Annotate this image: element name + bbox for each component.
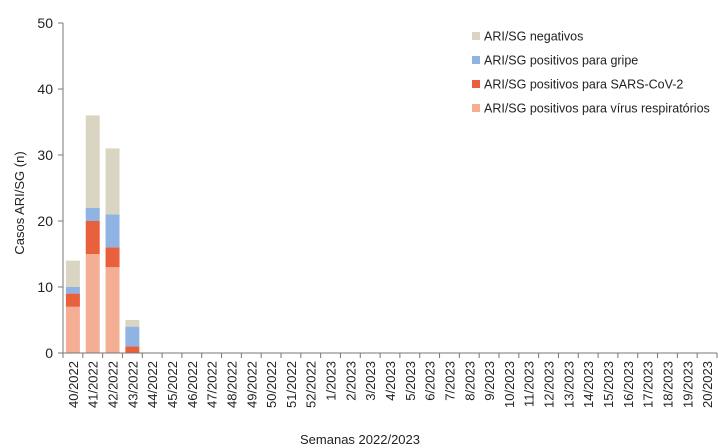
- x-tick-label: 7/2023: [442, 361, 457, 401]
- bar-segment-ari-sg-negativos-40-2022: [65, 260, 80, 287]
- x-tick-label: 16/2023: [621, 361, 636, 408]
- x-tick-label: 5/2023: [403, 361, 418, 401]
- bar-segment-ari-sg-positivos-para-sars-cov-2-41-2022: [85, 221, 100, 254]
- bar-segment-ari-sg-positivos-para-gripe-42-2022: [105, 214, 120, 248]
- x-tick-label: 6/2023: [423, 361, 438, 401]
- x-tick-label: 9/2023: [482, 361, 497, 401]
- x-axis: 40/2022 41/2022 42/2022 43/2022 44/2022 45/20…: [62, 352, 718, 408]
- bar-segment-ari-sg-positivos-para-gripe-40-2022: [65, 287, 80, 294]
- legend-label: ARI/SG positivos para SARS-CoV-2: [484, 78, 683, 92]
- x-tick-label: 18/2023: [660, 361, 675, 408]
- y-tick-label: 10: [37, 279, 53, 295]
- x-tick-label: 45/2022: [165, 361, 180, 408]
- x-tick-label: 52/2022: [304, 361, 319, 408]
- bar-segment-ari-sg-positivos-para-sars-cov-2-43-2022: [125, 346, 140, 353]
- x-tick-label: 51/2022: [284, 361, 299, 408]
- legend-swatch: [472, 80, 480, 88]
- y-tick-label: 20: [37, 213, 53, 229]
- x-tick-label: 8/2023: [462, 361, 477, 401]
- legend: ARI/SG negativos ARI/SG positivos para gr…: [472, 30, 710, 116]
- x-tick-label: 41/2022: [86, 361, 101, 408]
- bar-segment-ari-sg-negativos-43-2022: [125, 320, 140, 327]
- x-tick-label: 15/2023: [601, 361, 616, 408]
- x-tick-label: 49/2022: [244, 361, 259, 408]
- x-tick-label: 12/2023: [542, 361, 557, 408]
- x-tick-label: 1/2023: [324, 361, 339, 401]
- legend-label: ARI/SG positivos para vírus respiratório…: [484, 102, 710, 116]
- bar-segment-ari-sg-positivos-para-sars-cov-2-40-2022: [65, 293, 80, 307]
- x-tick-label: 17/2023: [641, 361, 656, 408]
- bar-segment-ari-sg-positivos-para-v-rus-respirat-rios-42-2022: [105, 267, 120, 353]
- x-tick-label: 20/2023: [700, 361, 715, 408]
- x-tick-label: 44/2022: [145, 361, 160, 408]
- x-tick-label: 40/2022: [66, 361, 81, 408]
- y-tick-label: 50: [37, 15, 53, 31]
- legend-label: ARI/SG positivos para gripe: [484, 54, 638, 68]
- bar-segment-ari-sg-positivos-para-gripe-41-2022: [85, 207, 100, 221]
- y-tick-label: 30: [37, 147, 53, 163]
- bar-segment-ari-sg-positivos-para-v-rus-respirat-rios-41-2022: [85, 254, 100, 353]
- bar-segment-ari-sg-positivos-para-sars-cov-2-42-2022: [105, 247, 120, 268]
- legend-swatch: [472, 32, 480, 40]
- x-tick-label: 42/2022: [106, 361, 121, 408]
- y-tick-label: 0: [45, 345, 53, 361]
- x-tick-label: 47/2022: [205, 361, 220, 408]
- x-tick-label: 14/2023: [581, 361, 596, 408]
- bars: [65, 115, 140, 353]
- legend-swatch: [472, 56, 480, 64]
- x-tick-label: 4/2023: [383, 361, 398, 401]
- y-axis: 0 10 20 30 40 50: [37, 15, 64, 361]
- x-tick-label: 3/2023: [363, 361, 378, 401]
- x-tick-label: 13/2023: [561, 361, 576, 408]
- x-tick-label: 50/2022: [264, 361, 279, 408]
- legend-label: ARI/SG negativos: [484, 30, 583, 44]
- x-tick-label: 46/2022: [185, 361, 200, 408]
- bar-segment-ari-sg-positivos-para-gripe-43-2022: [125, 326, 140, 347]
- x-tick-label: 10/2023: [502, 361, 517, 408]
- bar-segment-ari-sg-negativos-42-2022: [105, 148, 120, 215]
- bar-segment-ari-sg-positivos-para-v-rus-respirat-rios-40-2022: [65, 306, 80, 353]
- x-tick-label: 2/2023: [343, 361, 358, 401]
- x-tick-label: 11/2023: [522, 361, 537, 407]
- x-tick-label: 48/2022: [224, 361, 239, 408]
- x-tick-label: 19/2023: [680, 361, 695, 408]
- x-axis-title: Semanas 2022/2023: [300, 432, 420, 447]
- y-axis-title: Casos ARI/SG (n): [12, 151, 27, 254]
- y-tick-label: 40: [37, 81, 53, 97]
- x-tick-label: 43/2022: [125, 361, 140, 408]
- bar-segment-ari-sg-negativos-41-2022: [85, 115, 100, 208]
- legend-swatch: [472, 104, 480, 112]
